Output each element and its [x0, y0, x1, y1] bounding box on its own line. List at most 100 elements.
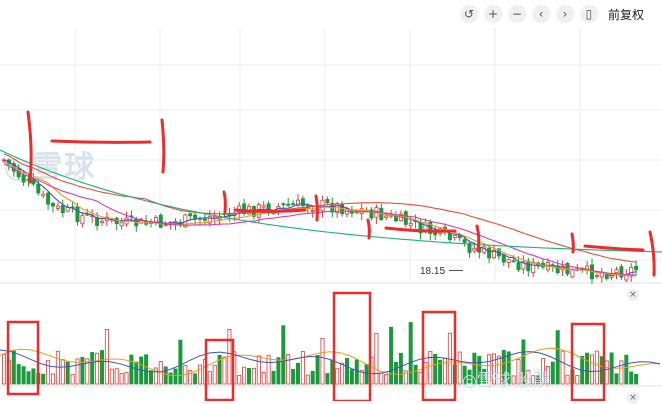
volume-bar: [173, 368, 178, 385]
low-price-pointer: [449, 270, 463, 271]
volume-bar: [197, 364, 202, 385]
volume-bar: [148, 370, 153, 385]
volume-bar: [335, 368, 340, 385]
close-volume-panel-icon[interactable]: ×: [627, 289, 639, 301]
volume-bar: [487, 354, 492, 385]
volume-bar: [26, 371, 31, 385]
volume-bar: [188, 369, 193, 385]
volume-bar: [428, 351, 433, 385]
annotation-box: [204, 338, 235, 401]
volume-bar: [359, 370, 364, 385]
volume-bar: [511, 375, 516, 385]
scroll-left-icon[interactable]: ‹: [531, 5, 550, 23]
volume-bar: [271, 370, 276, 385]
candle-body: [614, 269, 619, 273]
candle-body: [555, 265, 560, 274]
volume-bar: [393, 362, 398, 385]
volume-bar: [340, 362, 345, 385]
volume-bar: [16, 364, 21, 385]
candle-body: [41, 193, 46, 197]
volume-bar: [438, 359, 443, 385]
volume-bar: [442, 357, 447, 385]
candle-body: [384, 215, 389, 218]
volume-bar: [70, 373, 75, 385]
volume-bar: [531, 375, 536, 385]
volume-bar: [80, 357, 85, 385]
annotation-stroke: [475, 224, 481, 252]
candle-body: [207, 216, 212, 224]
candle-body: [516, 262, 521, 271]
candle-body: [46, 192, 51, 205]
price-adjust-toggle[interactable]: 前复权: [607, 7, 644, 22]
volume-bar: [193, 373, 198, 385]
volume-bar: [477, 356, 482, 385]
ma20-line: [3, 163, 637, 276]
candle-body: [291, 203, 296, 206]
volume-bar: [521, 339, 526, 385]
volume-bar: [237, 374, 242, 385]
scroll-right-icon[interactable]: ›: [555, 5, 574, 23]
annotation-stroke: [583, 244, 645, 252]
volume-bar: [364, 364, 369, 385]
volume-bar: [281, 325, 286, 385]
volume-bar: [212, 364, 217, 385]
annotation-stroke: [50, 139, 152, 144]
candle-body: [119, 221, 124, 227]
chart-toolbar: ↺ + − ‹ › ▯ 前复权: [459, 0, 662, 28]
volume-bar: [320, 338, 325, 385]
volume-bar: [379, 372, 384, 385]
volume-bar: [403, 370, 408, 385]
candle-body: [85, 213, 90, 216]
volume-bar: [178, 339, 183, 385]
volume-bar: [541, 358, 546, 385]
volume-bar: [95, 352, 100, 385]
volume-bar: [594, 350, 599, 385]
volume-bar: [2, 353, 7, 385]
annotation-stroke: [314, 194, 319, 222]
volume-bar: [41, 373, 46, 385]
annotation-stroke: [222, 190, 227, 214]
volume-bar: [31, 368, 36, 385]
candle-body: [629, 267, 634, 277]
annotation-box: [6, 320, 40, 396]
candle-body: [634, 265, 639, 271]
reset-icon[interactable]: ↺: [459, 5, 478, 23]
volume-bar: [291, 368, 296, 385]
ma60-line: [0, 149, 662, 253]
volume-bar: [11, 349, 16, 385]
volume-bar: [408, 322, 413, 385]
candle-body: [36, 183, 41, 194]
zoom-out-icon[interactable]: −: [507, 5, 526, 23]
annotation-stroke: [648, 230, 656, 277]
volume-bar: [482, 368, 487, 385]
volume-bar: [246, 368, 251, 385]
volume-bar: [207, 371, 212, 385]
volume-bar: [300, 351, 305, 385]
volume-bar: [222, 356, 227, 385]
candle-body: [158, 214, 163, 228]
volume-bar: [506, 351, 511, 385]
candle-body: [286, 203, 291, 206]
volume-bar: [472, 352, 477, 385]
candle-body: [281, 203, 286, 206]
volume-bar: [565, 374, 570, 385]
candle-body: [408, 223, 413, 226]
annotation-stroke: [384, 226, 457, 233]
candle-type-icon[interactable]: ▯: [579, 5, 598, 23]
volume-bar: [462, 365, 467, 385]
close-indicator-panel-icon[interactable]: ×: [627, 392, 639, 404]
ma30-line: [3, 153, 637, 263]
candle-body: [295, 199, 300, 207]
candle-body: [472, 247, 477, 252]
volume-bar: [536, 375, 541, 385]
candle-body: [261, 205, 266, 208]
volume-bar: [85, 358, 90, 385]
zoom-in-icon[interactable]: +: [483, 5, 502, 23]
candle-body: [100, 220, 105, 224]
volume-bar: [315, 355, 320, 385]
volume-bar: [467, 369, 472, 385]
candle-body: [55, 205, 60, 209]
volume-bar: [389, 326, 394, 385]
